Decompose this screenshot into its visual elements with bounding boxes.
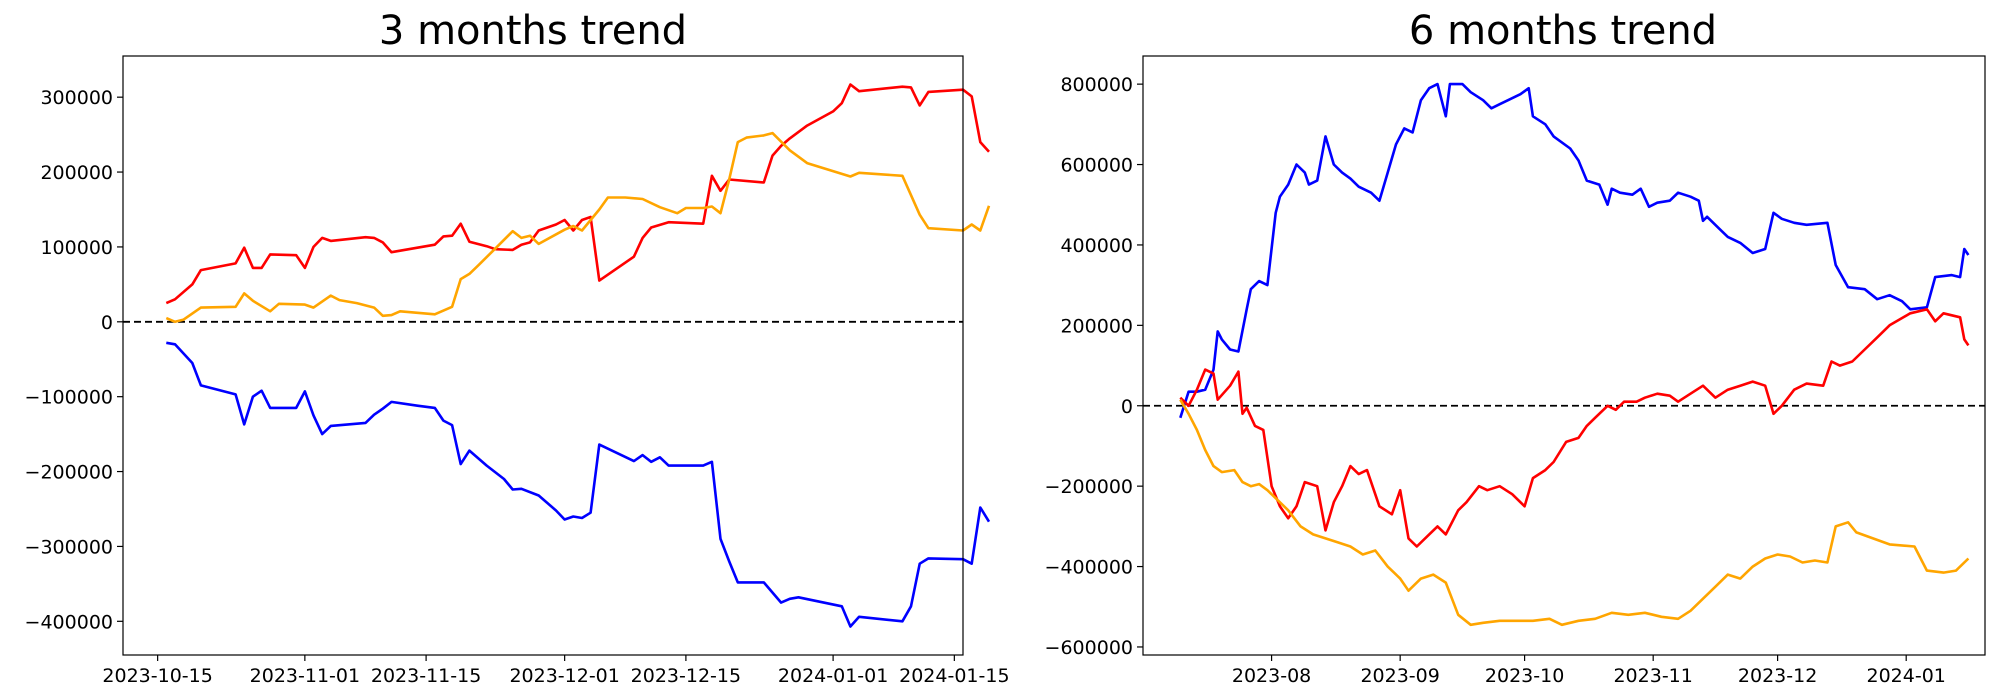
x-tick-label: 2024-01-01 <box>778 665 888 687</box>
x-tick-label: 2023-11-15 <box>371 665 481 687</box>
chart-title: 3 months trend <box>379 8 687 54</box>
series-line-0 <box>165 83 990 305</box>
y-tick-label: 800000 <box>1060 74 1133 96</box>
chart-3-months-trend: 3 months trend −400000 −300000 −200000 −100… <box>25 8 1010 687</box>
y-tick-label: −200000 <box>1045 476 1133 498</box>
y-tick-label: 400000 <box>1060 235 1133 257</box>
plot-frame <box>122 55 964 656</box>
series-line-2 <box>166 341 991 628</box>
y-tick-label: 100000 <box>40 237 113 259</box>
series-line-0 <box>1179 82 1970 419</box>
series-line-1 <box>165 131 991 324</box>
y-tick-label: −600000 <box>1045 637 1133 659</box>
y-tick-label: 200000 <box>1060 315 1133 337</box>
x-tick-label: 2023-10-15 <box>102 665 212 687</box>
y-tick-label: 0 <box>1121 396 1133 418</box>
x-tick-label: 2023-12 <box>1738 665 1817 687</box>
x-tick-label: 2024-01 <box>1866 665 1945 687</box>
y-tick-label: −400000 <box>25 611 113 633</box>
chart-6-months-trend: 6 months trend −600000 −400000 −200000 0 200… <box>1045 8 1986 687</box>
x-tick-label: 2023-08 <box>1232 665 1311 687</box>
y-tick-label: −200000 <box>25 462 113 484</box>
y-tick-label: 300000 <box>40 87 113 109</box>
x-tick-label: 2023-11-01 <box>250 665 360 687</box>
x-tick-label: 2023-11 <box>1613 665 1692 687</box>
y-tick-label: 200000 <box>40 162 113 184</box>
series-line-2 <box>1179 399 1970 627</box>
x-tick-label: 2023-10 <box>1485 665 1564 687</box>
plot-frame <box>1142 55 1986 656</box>
y-tick-label: 0 <box>101 312 113 334</box>
x-tick-label: 2023-12-15 <box>631 665 741 687</box>
x-tick-label: 2024-01-15 <box>899 665 1009 687</box>
x-tick-label: 2023-09 <box>1360 665 1439 687</box>
y-tick-label: −400000 <box>1045 557 1133 579</box>
y-tick-label: −300000 <box>25 536 113 558</box>
x-tick-label: 2023-12-01 <box>509 665 619 687</box>
series-line-1 <box>1179 307 1970 548</box>
y-tick-label: 600000 <box>1060 155 1133 177</box>
chart-title: 6 months trend <box>1409 8 1717 54</box>
y-tick-label: −100000 <box>25 387 113 409</box>
